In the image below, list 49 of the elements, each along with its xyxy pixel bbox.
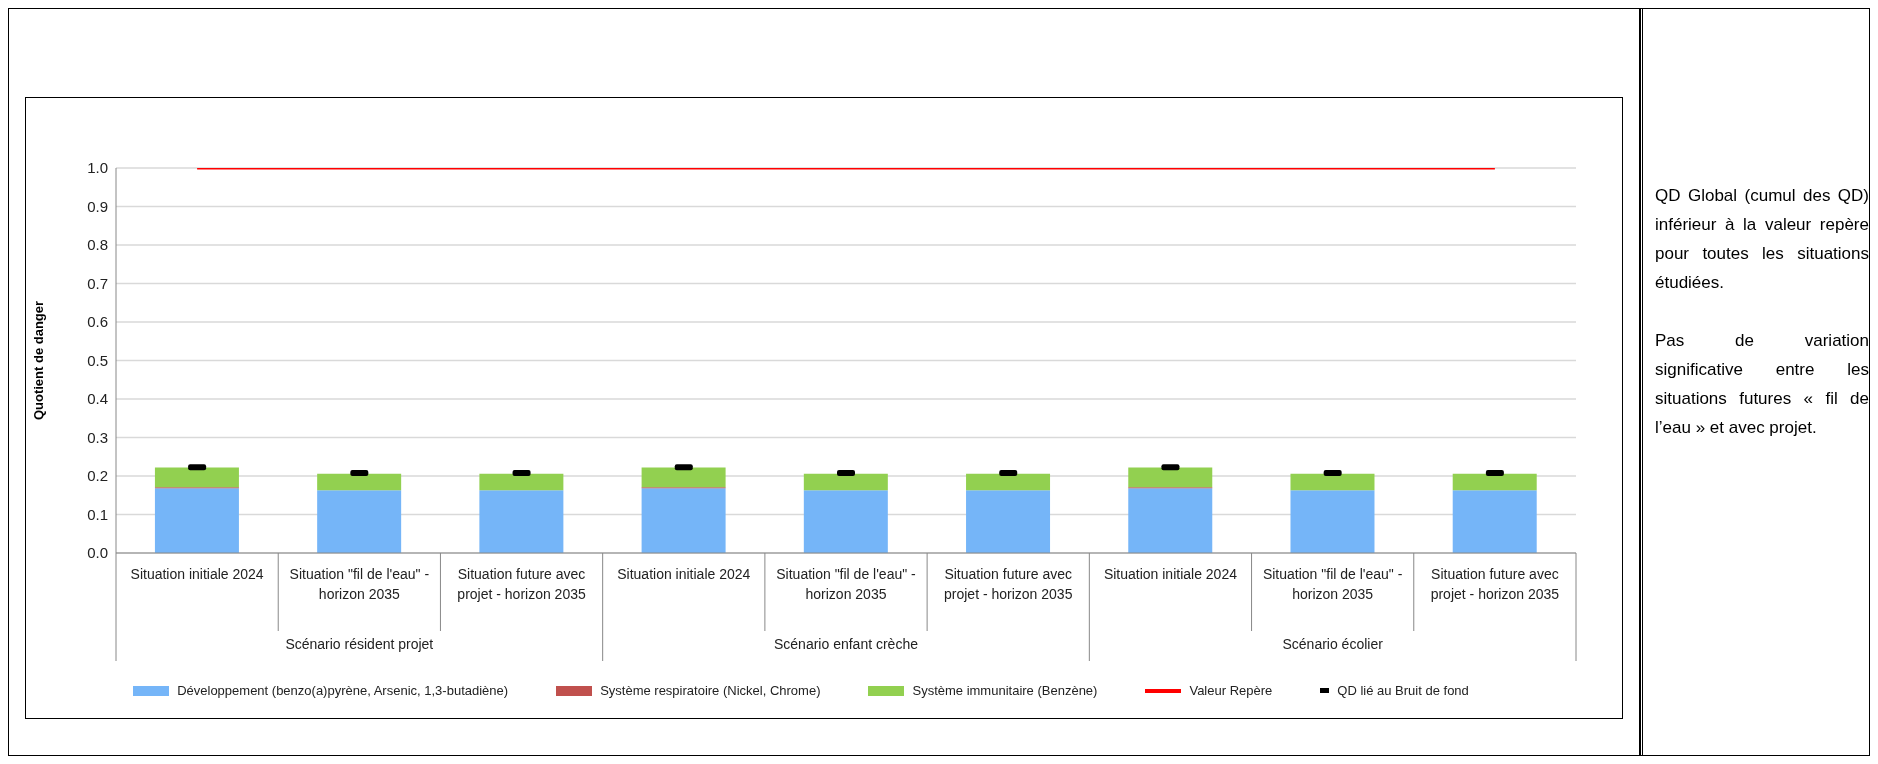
text: Pas de variation significative entre les situations futures « fil de l’eau » et avec projet. xyxy=(1655,330,1869,439)
y-tick-label: 0.9 xyxy=(87,197,108,215)
bar xyxy=(966,490,1051,553)
bar xyxy=(1128,488,1213,553)
x-tick-label: Situation initiale 2024 xyxy=(617,566,751,582)
legend-label: Système immunitaire (Benzène) xyxy=(911,683,1098,698)
bar xyxy=(641,488,726,553)
x-tick-label: Situation "fil de l'eau" - horizon 2035 xyxy=(289,566,430,602)
x-tick-label: Situation "fil de l'eau" - horizon 2035 xyxy=(776,566,917,602)
text: Scénario résident projet xyxy=(285,636,434,652)
y-tick-label: 1.0 xyxy=(87,159,108,177)
y-tick-label: 0.4 xyxy=(87,390,108,408)
bar xyxy=(479,473,564,491)
x-tick-label: Situation future avec projet - horizon 2035 xyxy=(457,566,586,602)
bar xyxy=(479,490,564,553)
legend-label: QD lié au Bruit de fond xyxy=(1336,683,1469,698)
legend-label: Développement (benzo(a)pyrène, Arsenic, 1,3-butadiène) xyxy=(176,683,509,698)
y-tick-label: 0.8 xyxy=(87,236,108,254)
bar xyxy=(966,473,1051,491)
bar xyxy=(154,488,239,553)
bar xyxy=(1290,490,1375,553)
y-tick-label: 0.7 xyxy=(87,274,108,292)
y-axis-title: Quotient de danger xyxy=(30,300,46,421)
y-tick-label: 0.2 xyxy=(87,467,108,485)
y-tick-label: 0.6 xyxy=(87,313,108,331)
y-tick-label: 0.3 xyxy=(87,428,108,446)
bar xyxy=(1452,490,1537,553)
x-tick-label: Situation "fil de l'eau" - horizon 2035 xyxy=(1262,566,1403,602)
bar xyxy=(1128,467,1213,488)
x-tick-label: Situation future avec projet - horizon 2035 xyxy=(944,566,1073,602)
x-tick-label: Situation initiale 2024 xyxy=(1103,566,1238,582)
legend-label: Valeur Repère xyxy=(1188,683,1273,698)
bar xyxy=(641,467,726,488)
y-tick-label: 0.1 xyxy=(87,505,108,523)
y-tick-label: 0.5 xyxy=(87,351,108,369)
y-tick-label: 0.0 xyxy=(87,544,108,562)
text: Scénario enfant crèche xyxy=(774,636,919,652)
bar xyxy=(154,467,239,488)
text: Scénario écolier xyxy=(1282,636,1384,652)
bar xyxy=(317,473,402,491)
bar xyxy=(317,490,402,553)
x-tick-label: Situation initiale 2024 xyxy=(130,566,264,582)
bar xyxy=(1452,473,1537,491)
bar xyxy=(803,490,888,553)
bar xyxy=(1290,473,1375,491)
text: QD Global (cumul des QD) inférieur à la valeur repère pour toutes les situations étudiées. xyxy=(1655,185,1869,294)
legend-label: Système respiratoire (Nickel, Chrome) xyxy=(599,683,821,698)
x-tick-label: Situation future avec projet - horizon 2035 xyxy=(1430,566,1560,602)
bar xyxy=(803,473,888,491)
